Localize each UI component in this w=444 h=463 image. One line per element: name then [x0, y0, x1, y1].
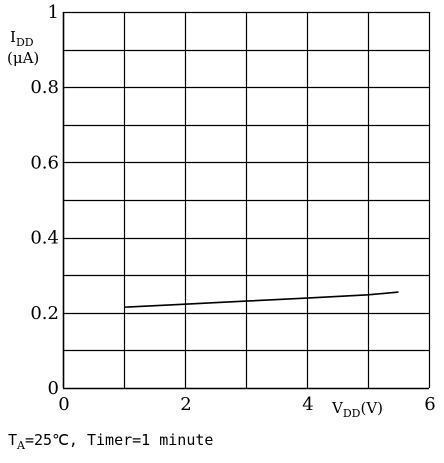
y-tick-label-1: 0.2	[30, 303, 59, 324]
y-tick-label-3: 0.6	[30, 152, 59, 173]
tick-labels: 0 0.2 0.4 0.6 0.8 1 0 2 4 6	[30, 2, 435, 415]
x-tick-label-1: 2	[180, 394, 191, 415]
x-tick-label-2: 4	[302, 394, 313, 415]
series	[123, 291, 399, 308]
y-tick-label-2: 0.4	[30, 228, 59, 249]
series-line-0	[123, 291, 399, 308]
y-tick-label-5: 1	[48, 2, 59, 23]
x-tick-label-3: 6	[424, 394, 435, 415]
conditions-note: TA=25℃, Timer=1 minute	[8, 431, 213, 452]
grid	[62, 11, 431, 390]
y-axis-unit: (μA)	[7, 49, 39, 67]
y-axis-label: IDD	[10, 28, 34, 49]
x-tick-label-0: 0	[58, 394, 69, 415]
y-tick-label-0: 0	[48, 378, 59, 399]
y-tick-label-4: 0.8	[30, 77, 59, 98]
x-axis-label: VDD(V)	[331, 399, 383, 420]
